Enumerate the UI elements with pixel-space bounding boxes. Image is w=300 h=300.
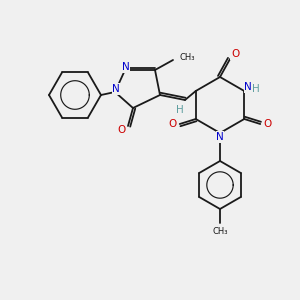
Text: N: N [122,62,130,72]
Text: N: N [216,132,224,142]
Text: O: O [169,119,177,129]
Text: N: N [112,84,120,94]
Text: H: H [176,105,184,115]
Text: O: O [118,125,126,135]
Text: CH₃: CH₃ [180,53,196,62]
Text: CH₃: CH₃ [212,226,228,236]
Text: O: O [263,119,272,129]
Text: H: H [252,84,260,94]
Text: O: O [231,49,239,59]
Text: N: N [244,82,252,92]
